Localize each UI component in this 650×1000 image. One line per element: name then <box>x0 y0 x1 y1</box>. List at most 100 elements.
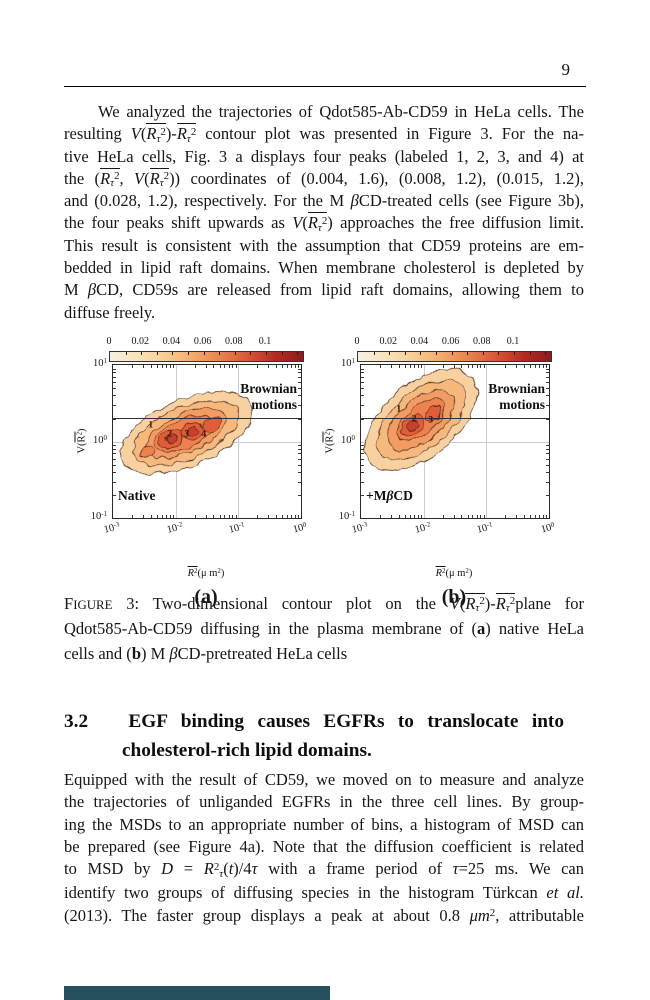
colorbar-tick-label: 0.1 <box>506 336 520 347</box>
figure-3: 0 0.02 0.04 0.06 0.08 0.1 1 2 3 4 Brownian motions N… <box>0 330 650 608</box>
axis-tick <box>287 515 289 518</box>
text-run: , <box>119 168 135 188</box>
axis-tick <box>404 365 406 368</box>
axis-tick <box>298 471 301 473</box>
math-overline: Rτ2 <box>100 167 120 189</box>
text-run: ) <box>468 568 473 579</box>
y-axis-label: V(R2) <box>322 428 336 453</box>
colorbar-tick-label: 0.02 <box>131 336 149 347</box>
axis-tick <box>414 365 415 368</box>
axis-tick <box>113 395 116 397</box>
text-run: R <box>176 124 187 144</box>
axis-tick <box>361 445 364 446</box>
text-run: =25 ms. We can <box>458 859 584 879</box>
peak-label: 1 <box>396 404 402 415</box>
colorbar-tick <box>373 352 375 355</box>
axis-tick <box>546 495 549 496</box>
axis-tick <box>156 365 158 368</box>
text-run: plane for <box>515 594 584 613</box>
text-run: τ <box>452 859 459 879</box>
colorbar-tick <box>203 352 205 355</box>
text-run: 3.2 EGF binding causes EGFRs to transloc… <box>64 711 564 732</box>
text-run: τ <box>156 132 161 145</box>
axis-tick <box>535 515 537 518</box>
axis-tick <box>480 365 482 368</box>
free-diffusion-line <box>361 417 549 420</box>
colorbar-tick <box>219 352 221 355</box>
axis-tick <box>219 365 221 368</box>
contour-level <box>407 420 419 431</box>
text-line: be prepared (see Figure 4a). Note that t… <box>64 836 584 858</box>
axis-tick <box>546 372 549 374</box>
panel-label: (a) <box>194 586 218 608</box>
axis-tick <box>453 515 455 518</box>
axis-tick <box>539 365 541 368</box>
region-annotation: Brownian motions <box>240 381 297 412</box>
axis-tick <box>361 464 364 466</box>
text-run: τ <box>475 602 480 615</box>
condition-label: Native <box>118 488 156 504</box>
colorbar-tick <box>451 352 453 355</box>
section-heading-3-2: 3.2 EGF binding causes EGFRs to transloc… <box>64 708 564 765</box>
axis-tick <box>276 365 278 368</box>
text-run: F <box>64 594 74 613</box>
axis-tick <box>379 515 381 518</box>
colorbar-tick <box>529 352 531 355</box>
text-line: 3.2 EGF binding causes EGFRs to transloc… <box>64 708 564 737</box>
text-run: 2 <box>479 595 485 608</box>
axis-tick <box>505 515 507 518</box>
text-run: cholesterol-rich lipid domains. <box>122 739 372 761</box>
axis-tick <box>172 515 174 518</box>
math-overline: Rτ2 <box>465 593 485 615</box>
text-run: β <box>87 280 97 300</box>
peak-label: 2 <box>167 429 172 440</box>
text-run: ing the MSDs to an appropriate number of… <box>64 814 584 834</box>
axis-tick <box>113 481 116 483</box>
tick-exponent: -3 <box>112 521 121 530</box>
text-run: ( <box>223 859 229 879</box>
axis-tick <box>150 365 152 368</box>
colorbar-tick <box>281 352 283 355</box>
axis-tick <box>442 515 444 518</box>
axis-tick <box>361 458 364 460</box>
colorbar-tick <box>514 352 515 355</box>
axis-tick <box>361 453 364 455</box>
colorbar-tick <box>420 352 422 355</box>
math-overline: Rτ2 <box>176 123 197 145</box>
text-run: V <box>449 594 460 613</box>
text-run: τ <box>186 132 191 145</box>
axis-tick <box>113 445 116 446</box>
text-run: D <box>161 859 174 879</box>
axis-tick <box>546 458 549 460</box>
text-line: the four peaks shift upwards as V(Rτ2) a… <box>64 212 584 234</box>
x-tick-label: 100 <box>539 521 556 536</box>
axis-tick <box>213 515 215 518</box>
text-run: CD, CD59s are released from lipid raft d… <box>96 280 584 300</box>
text-line: identify two groups of diffusing species… <box>64 882 584 904</box>
contour-plot-svg <box>119 391 253 475</box>
axis-tick <box>546 388 549 389</box>
text-run: (μ m <box>197 568 218 579</box>
axis-tick <box>361 405 364 406</box>
text-run: )- <box>484 594 496 613</box>
text-run: τ <box>159 177 164 190</box>
axis-tick <box>361 376 364 378</box>
y-axis-label: V(R2) <box>74 428 88 453</box>
y-tick-label: 101 <box>341 357 355 369</box>
axis-tick <box>268 515 270 518</box>
x-tick-label: 10-3 <box>102 521 121 536</box>
axis-tick <box>546 448 549 450</box>
tick-exponent: -1 <box>101 511 107 519</box>
text-run: CD-pretreated HeLa cells <box>177 643 348 663</box>
colorbar-tick <box>404 352 406 355</box>
axis-tick <box>546 464 549 466</box>
axis-tick <box>472 515 474 518</box>
text-run: (μ m <box>445 568 466 579</box>
text-run: identify two groups of diffusing species… <box>64 883 547 903</box>
colorbar-tick <box>141 352 143 355</box>
text-run: with a frame period of <box>257 859 453 879</box>
text-run: R <box>203 859 214 879</box>
axis-tick <box>530 365 532 368</box>
axis-tick <box>535 365 537 368</box>
text-run: t <box>228 859 234 879</box>
